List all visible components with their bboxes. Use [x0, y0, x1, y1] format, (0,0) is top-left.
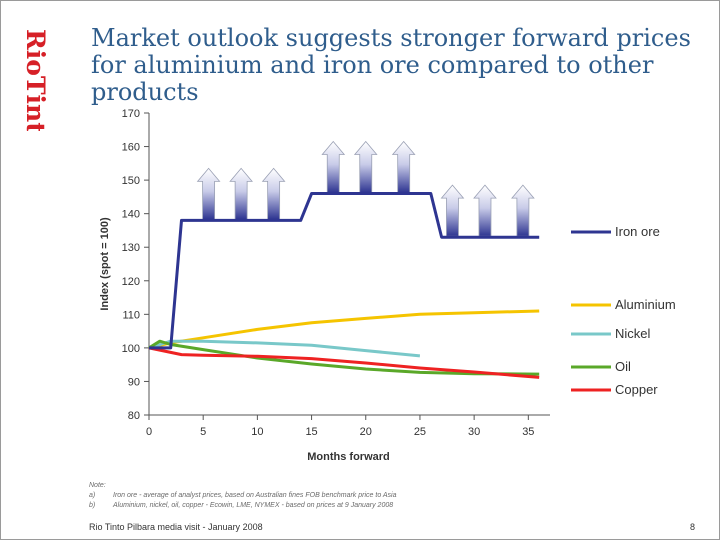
page-number: 8 — [689, 522, 695, 532]
note-a: a) Iron ore - average of analyst prices,… — [89, 491, 397, 501]
notes-heading: Note: — [89, 482, 106, 489]
x-tick-label: 35 — [522, 426, 534, 438]
y-tick-label: 100 — [122, 343, 140, 355]
x-tick-label: 5 — [200, 426, 206, 438]
y-tick-label: 170 — [122, 108, 140, 120]
legend-label: Aluminium — [615, 297, 676, 312]
footer-text: Rio Tinto Pilbara media visit - January … — [89, 522, 263, 532]
legend-label: Nickel — [615, 326, 651, 341]
logo-text: RioTinto — [21, 29, 50, 131]
note-text: Aluminium, nickel, oil, copper - Ecowin,… — [113, 502, 394, 509]
up-arrow-icon — [511, 184, 535, 237]
x-tick-label: 25 — [414, 426, 426, 438]
x-tick-label: 30 — [468, 426, 480, 438]
y-tick-label: 150 — [122, 175, 140, 187]
y-tick-label: 140 — [122, 209, 140, 221]
legend-label: Copper — [615, 382, 658, 397]
x-tick-label: 15 — [305, 426, 317, 438]
y-tick-label: 80 — [128, 410, 140, 422]
up-arrow-icon — [229, 167, 253, 220]
x-tick-label: 20 — [360, 426, 372, 438]
note-key: a) — [89, 492, 96, 499]
y-axis-label: Index (spot = 100) — [99, 217, 111, 311]
slide-title: Market outlook suggests stronger forward… — [91, 24, 691, 106]
x-tick-label: 10 — [251, 426, 263, 438]
y-tick-label: 120 — [122, 276, 140, 288]
up-arrow-icon — [440, 184, 465, 237]
x-tick-label: 0 — [146, 426, 152, 438]
y-tick-label: 160 — [122, 142, 140, 154]
up-arrow-icon — [391, 140, 416, 193]
series-line-copper — [148, 346, 540, 379]
note-b: b) Aluminium, nickel, oil, copper - Ecow… — [89, 501, 397, 511]
x-axis-label: Months forward — [307, 451, 390, 463]
note-key: b) — [89, 502, 96, 509]
y-tick-label: 110 — [122, 309, 140, 321]
legend-label: Oil — [615, 359, 631, 374]
legend-label: Iron ore — [615, 224, 660, 239]
series-line-iron-ore — [149, 192, 540, 350]
series-line-oil — [148, 339, 540, 376]
y-tick-label: 130 — [122, 242, 140, 254]
up-arrow-icon — [261, 167, 286, 220]
y-tick-label: 90 — [128, 376, 140, 388]
up-arrow-icon — [353, 140, 378, 193]
up-arrow-icon — [321, 140, 346, 193]
up-arrow-icon — [196, 167, 221, 220]
chart-notes: Note: a) Iron ore - average of analyst p… — [89, 481, 397, 511]
note-text: Iron ore - average of analyst prices, ba… — [113, 492, 397, 499]
up-arrow-icon — [473, 184, 497, 237]
rio-tinto-logo: RioTinto — [21, 29, 50, 131]
